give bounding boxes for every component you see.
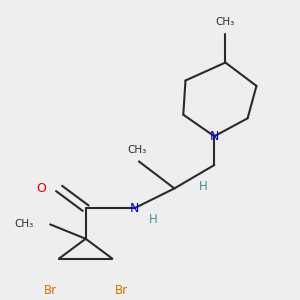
Text: O: O [36, 182, 46, 195]
Text: CH₃: CH₃ [216, 17, 235, 27]
Text: H: H [149, 212, 158, 226]
Text: H: H [199, 180, 208, 193]
Text: Br: Br [44, 284, 57, 297]
Text: N: N [130, 202, 139, 215]
Text: CH₃: CH₃ [14, 219, 33, 230]
Text: CH₃: CH₃ [127, 145, 146, 155]
Text: Br: Br [115, 284, 128, 297]
Text: N: N [210, 130, 219, 143]
